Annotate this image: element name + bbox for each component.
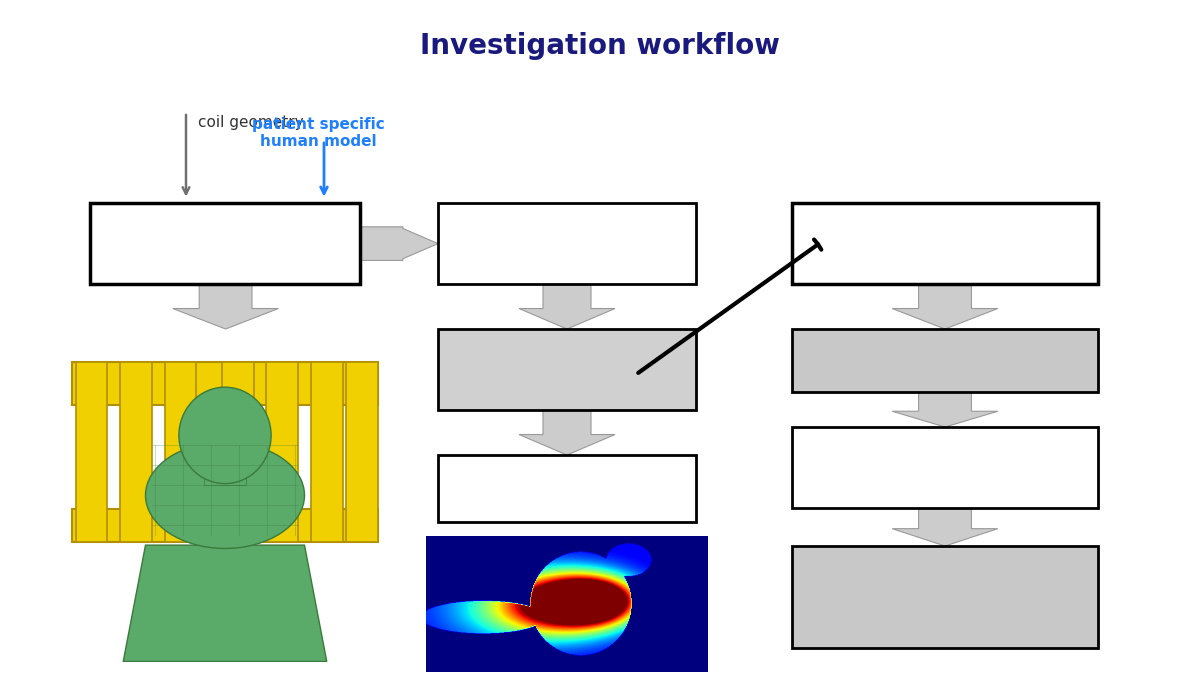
Polygon shape [892, 284, 998, 329]
Polygon shape [520, 410, 616, 455]
FancyBboxPatch shape [164, 363, 197, 542]
FancyBboxPatch shape [346, 363, 378, 542]
FancyBboxPatch shape [204, 445, 246, 485]
Polygon shape [892, 508, 998, 546]
Text: patient specific
human model: patient specific human model [252, 117, 384, 149]
Text: SAR matrices: SAR matrices [882, 351, 1008, 370]
FancyBboxPatch shape [438, 329, 696, 410]
Text: Compressed SAR
matrices for specific
patient: Compressed SAR matrices for specific pat… [850, 564, 1040, 629]
FancyBboxPatch shape [438, 455, 696, 522]
FancyBboxPatch shape [792, 546, 1098, 648]
Polygon shape [892, 392, 998, 427]
Polygon shape [124, 545, 326, 662]
FancyBboxPatch shape [266, 363, 298, 542]
Text: MATLAB
visualization: MATLAB visualization [508, 468, 626, 509]
FancyBboxPatch shape [222, 363, 253, 542]
Polygon shape [520, 284, 616, 329]
Text: MATLAB
SAR calculation: MATLAB SAR calculation [872, 223, 1018, 264]
FancyBboxPatch shape [792, 427, 1098, 508]
FancyBboxPatch shape [438, 203, 696, 284]
FancyBboxPatch shape [76, 363, 107, 542]
Polygon shape [173, 284, 278, 329]
Text: properties in files: properties in files [484, 370, 650, 388]
Text: MATLAB
compression
algorithms: MATLAB compression algorithms [886, 435, 1004, 500]
Circle shape [179, 387, 271, 484]
FancyBboxPatch shape [792, 329, 1098, 392]
FancyBboxPatch shape [792, 203, 1098, 284]
FancyBboxPatch shape [311, 363, 343, 542]
Text: MATLAB
script for export
results: MATLAB script for export results [490, 211, 644, 276]
Text: ANSYS
3-D EM simulation: ANSYS 3-D EM simulation [136, 223, 314, 264]
FancyBboxPatch shape [72, 508, 378, 542]
FancyBboxPatch shape [72, 363, 378, 405]
FancyBboxPatch shape [120, 363, 152, 542]
Text: E/H- field and tissue: E/H- field and tissue [473, 351, 661, 368]
Text: coil geometry: coil geometry [198, 116, 304, 130]
Polygon shape [360, 227, 438, 260]
FancyBboxPatch shape [90, 203, 360, 284]
Text: Investigation workflow: Investigation workflow [420, 32, 780, 60]
Ellipse shape [145, 442, 305, 549]
